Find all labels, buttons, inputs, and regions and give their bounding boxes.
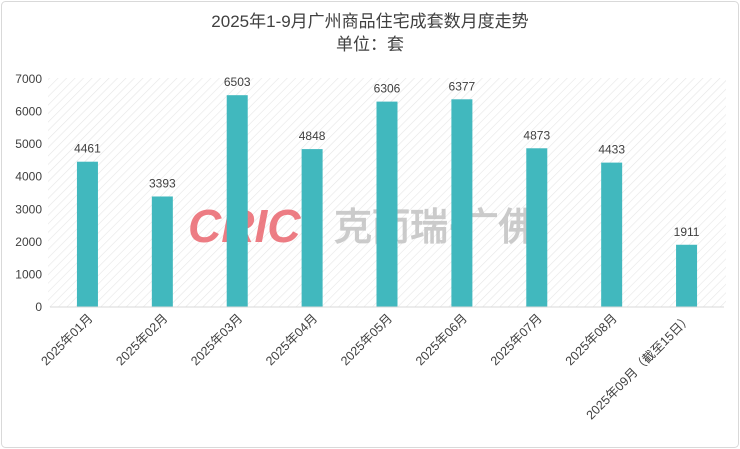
chart-title: 2025年1-9月广州商品住宅成套数月度走势	[211, 12, 528, 31]
y-tick-label: 7000	[15, 72, 42, 86]
watermark-text: 克而瑞·广佛	[334, 207, 537, 249]
bar	[601, 162, 623, 307]
y-tick-label: 6000	[15, 105, 42, 119]
bar	[151, 196, 173, 307]
data-label: 4461	[74, 142, 101, 156]
y-tick-label: 5000	[15, 137, 42, 151]
bar	[676, 244, 698, 307]
bar	[301, 149, 323, 307]
data-label: 6306	[374, 82, 401, 96]
data-label: 6377	[449, 79, 476, 93]
y-tick-label: 3000	[15, 202, 42, 216]
data-label: 4433	[598, 143, 625, 157]
watermark: CRIC 克而瑞·广佛	[188, 200, 537, 252]
bar	[76, 161, 98, 307]
data-label: 4848	[299, 129, 326, 143]
y-axis: 0 1000 2000 3000 4000 5000 6000 7000	[15, 72, 42, 314]
data-label: 4873	[523, 128, 550, 142]
y-tick-label: 2000	[15, 235, 42, 249]
chart-subtitle: 单位：套	[336, 35, 404, 54]
data-label: 3393	[149, 176, 176, 190]
y-tick-label: 1000	[15, 267, 42, 281]
bar	[526, 148, 548, 307]
data-labels: 4461 3393 6503 4848 6306 6377 4873 4433 1911	[74, 75, 700, 239]
bar	[451, 99, 473, 308]
y-tick-label: 4000	[15, 170, 42, 184]
bar	[226, 95, 248, 307]
y-tick-label: 0	[35, 300, 42, 314]
bar	[376, 101, 398, 307]
data-label: 6503	[224, 75, 251, 89]
bar-series	[76, 95, 698, 308]
data-label: 1911	[674, 225, 700, 239]
